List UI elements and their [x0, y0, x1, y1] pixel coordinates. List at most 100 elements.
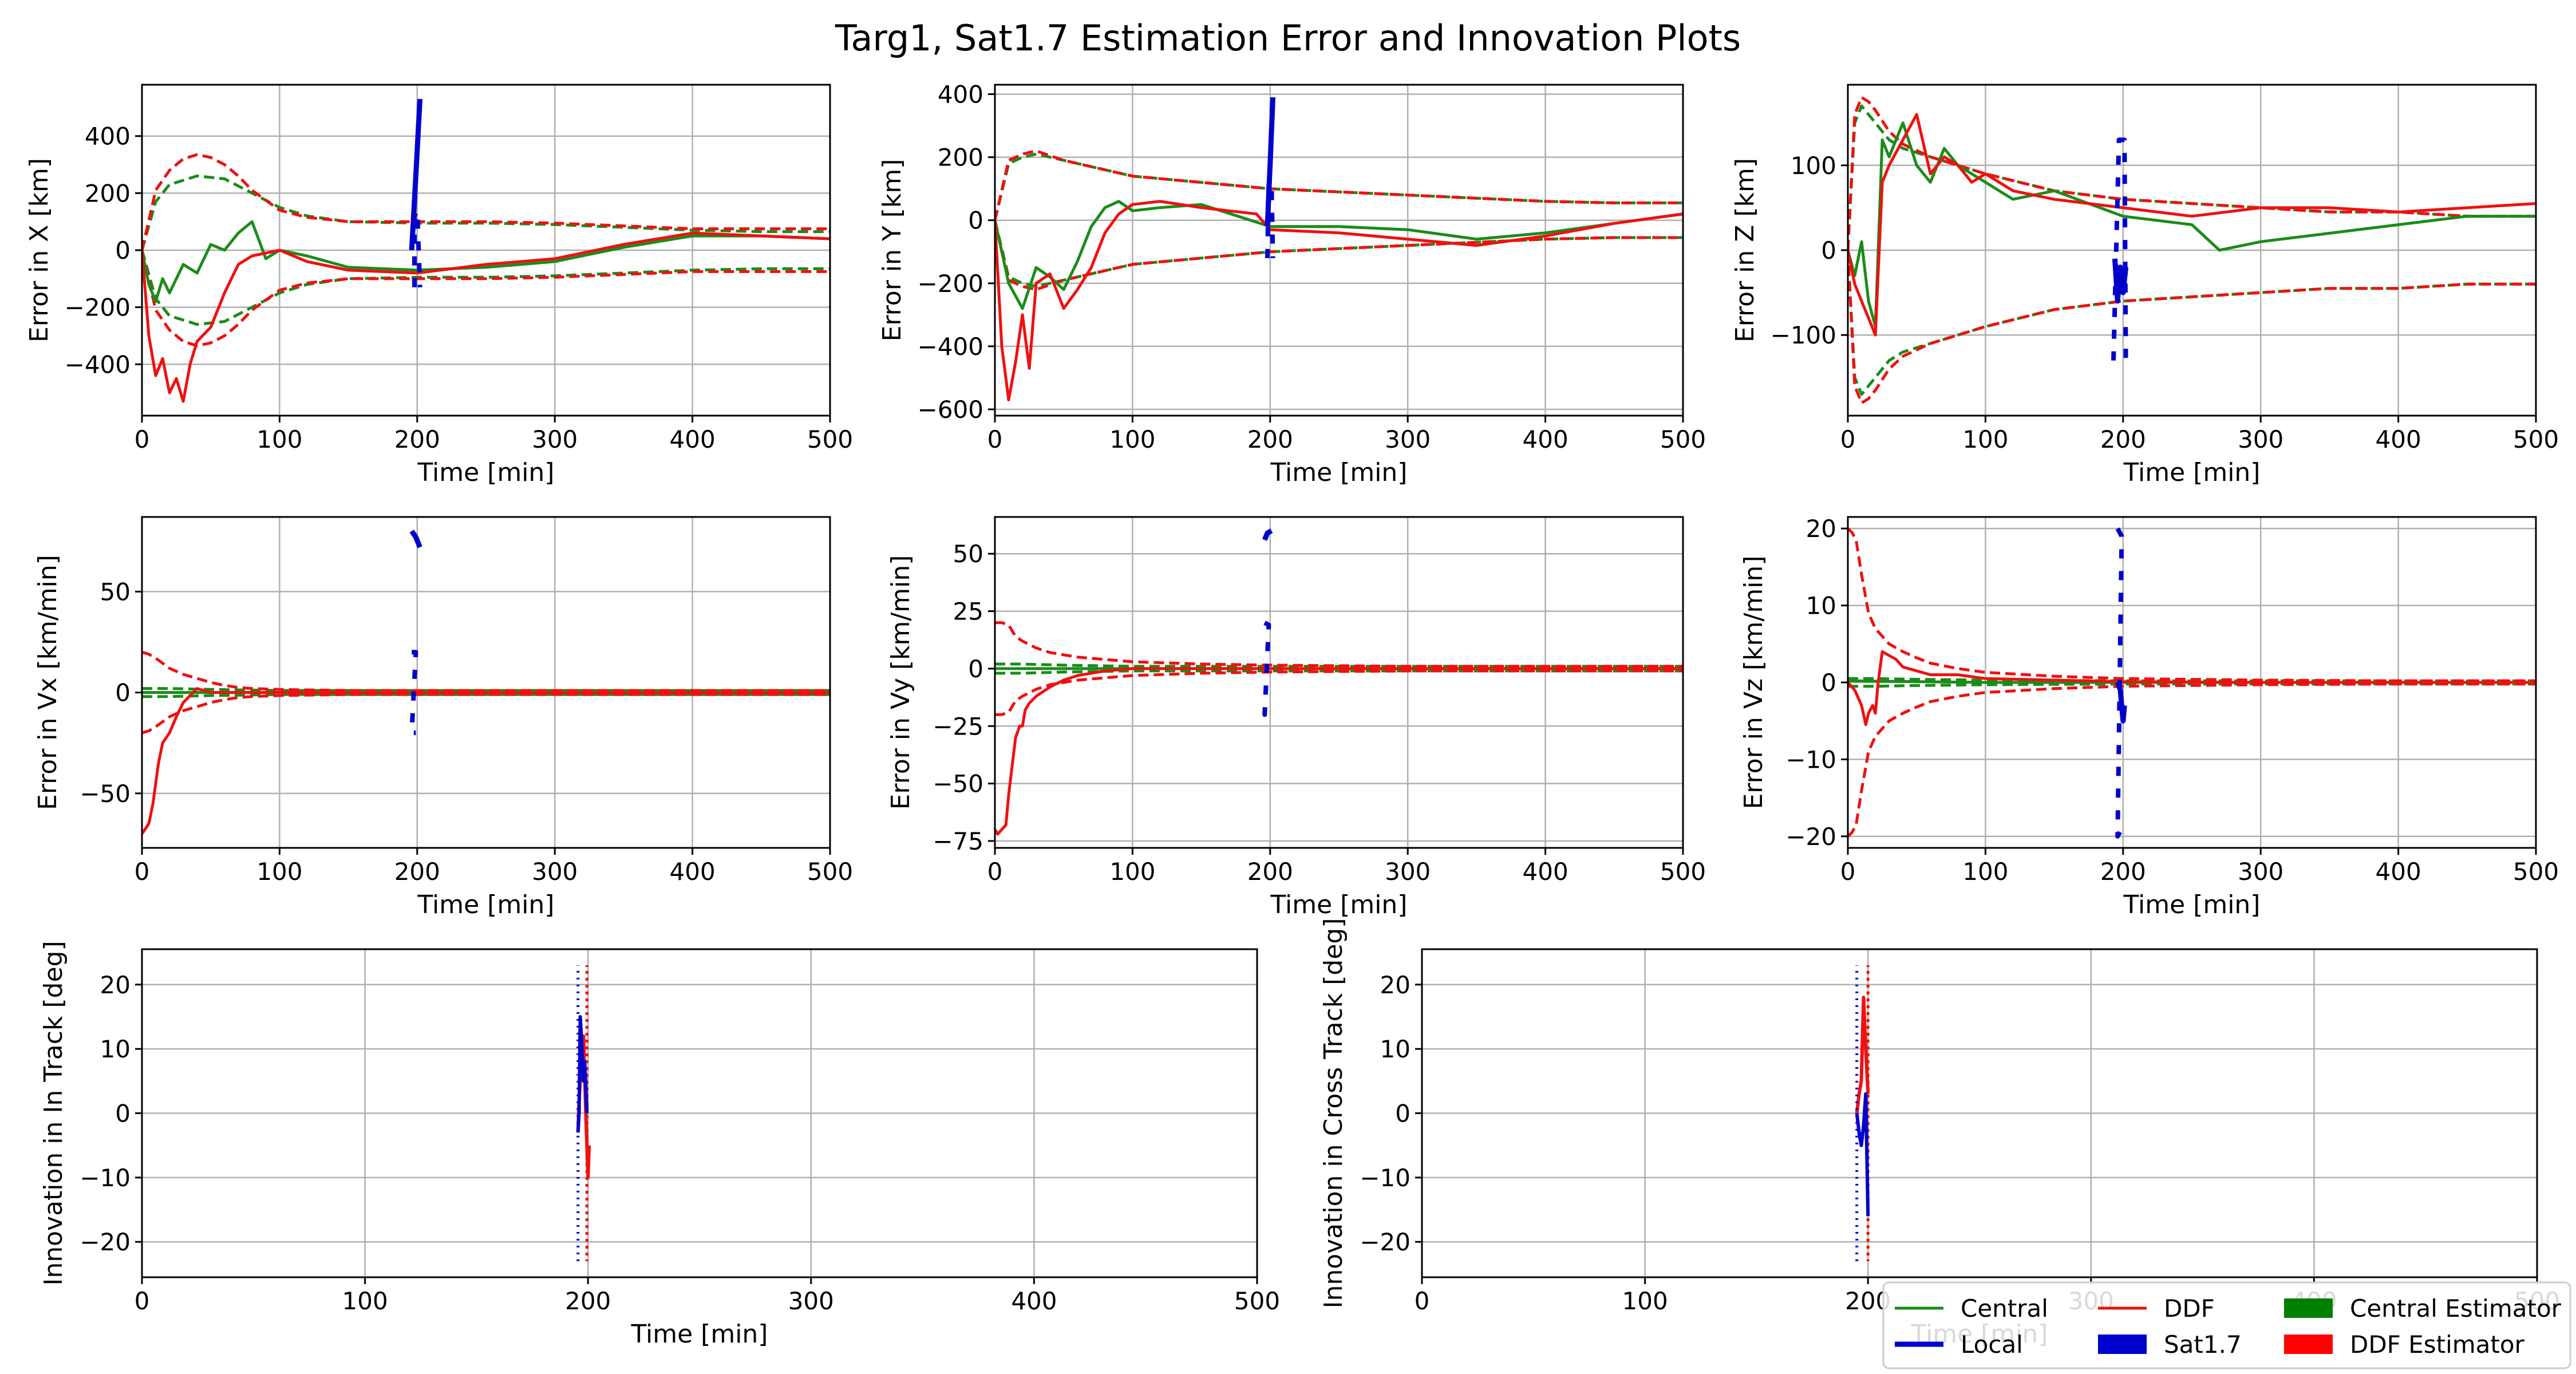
x-tick-label: 0 — [987, 425, 1003, 453]
x-tick-label: 500 — [807, 425, 853, 453]
series-local-line — [1265, 97, 1276, 227]
y-tick-label: 0 — [1821, 236, 1836, 264]
x-tick-label: 300 — [788, 1287, 834, 1315]
y-tick-label: −10 — [1360, 1164, 1411, 1192]
series-local-line — [409, 98, 423, 251]
x-tick-label: 400 — [2376, 425, 2421, 453]
y-tick-label: −20 — [1360, 1228, 1411, 1256]
x-tick-label: 0 — [135, 1287, 150, 1315]
x-tick-label: 500 — [1660, 425, 1706, 453]
series-central_bound-lower-line — [995, 669, 1683, 675]
x-tick-label: 400 — [1011, 1287, 1057, 1315]
series-ddf_bound-line — [995, 149, 1683, 221]
series-ddf-line — [1848, 113, 2536, 337]
series-central_bound-lower-line — [1848, 250, 2536, 396]
y-tick-label: 20 — [100, 971, 131, 999]
legend-box — [1882, 1281, 2571, 1369]
y-tick-label: 0 — [968, 207, 983, 235]
legend-swatch-sat1-7 — [2098, 1334, 2147, 1354]
x-tick-label: 100 — [1962, 425, 2008, 453]
series-group — [995, 528, 1683, 836]
subplot-in_track: 0 100 200 300 400 500 −20 −10 0 10 20 Time [min] Inn… — [39, 941, 1280, 1349]
y-tick-label: 50 — [953, 540, 983, 568]
x-tick-label: 200 — [2100, 858, 2146, 886]
x-axis-label: Time [min] — [417, 458, 555, 487]
x-axis-label: Time [min] — [2123, 890, 2261, 919]
y-tick-label: 0 — [1395, 1100, 1411, 1128]
y-tick-label: −20 — [1785, 823, 1836, 851]
series-central_bound-line — [995, 662, 1683, 668]
x-tick-label: 400 — [670, 858, 716, 886]
series-ddf_bound-lower-line — [1848, 682, 2536, 838]
series-group — [1855, 965, 1870, 1261]
y-tick-label: 0 — [115, 236, 131, 264]
x-tick-label: 100 — [1109, 858, 1155, 886]
y-tick-label: 20 — [1806, 515, 1836, 543]
series-ddf_bound-lower-line — [142, 693, 830, 735]
x-tick-label: 500 — [2513, 425, 2559, 453]
y-tick-label: 50 — [100, 578, 131, 606]
y-tick-label: 100 — [1791, 152, 1836, 180]
axes-frame — [994, 84, 1684, 417]
x-axis-label: Time [min] — [2123, 458, 2261, 487]
legend-swatch-central-estimator — [2284, 1298, 2333, 1318]
y-tick-label: 25 — [953, 598, 983, 626]
legend-label-ddf: DDF — [2164, 1294, 2215, 1322]
y-tick-label: −600 — [918, 396, 983, 424]
legend-label-local: Local — [1961, 1330, 2023, 1359]
subplot-y: 0 100 200 300 400 500 −600 −400 −200 0 200 400 Time … — [878, 81, 1706, 487]
series-central_bound-line — [1848, 104, 2536, 251]
y-tick-label: −200 — [65, 294, 131, 322]
series-local_bound-line — [2111, 137, 2128, 361]
series-ddf_bound-line — [142, 153, 830, 251]
x-tick-label: 300 — [2238, 425, 2283, 453]
y-axis-label: Error in Y [km] — [878, 159, 907, 342]
x-tick-label: 400 — [670, 425, 716, 453]
series-local_bound-line — [1262, 621, 1271, 717]
x-tick-label: 200 — [394, 858, 440, 886]
x-tick-label: 400 — [2376, 858, 2421, 886]
y-tick-label: 0 — [968, 655, 983, 683]
x-tick-label: 300 — [2238, 858, 2283, 886]
y-axis-label: Error in X [km] — [25, 158, 54, 342]
series-ddf_bound-lower-line — [995, 669, 1683, 716]
y-tick-label: −20 — [80, 1228, 131, 1256]
x-tick-label: 500 — [2513, 858, 2559, 886]
x-tick-label: 100 — [256, 425, 302, 453]
series-local_bound-line — [1265, 180, 1275, 258]
x-tick-label: 500 — [1234, 1287, 1280, 1315]
subplot-vy: 0 100 200 300 400 500 −75 −50 −25 0 25 50 Time [min]… — [886, 516, 1706, 919]
x-axis-label: Time [min] — [417, 890, 555, 919]
legend-swatch-ddf-estimator — [2284, 1334, 2333, 1354]
x-tick-label: 200 — [565, 1287, 611, 1315]
x-tick-label: 100 — [256, 858, 302, 886]
y-tick-label: −200 — [918, 270, 983, 298]
x-tick-label: 0 — [1415, 1287, 1430, 1315]
y-tick-label: −10 — [80, 1164, 131, 1192]
x-tick-label: 300 — [532, 425, 578, 453]
x-tick-label: 400 — [1523, 858, 1568, 886]
series-ddf_bound-line — [1848, 96, 2536, 251]
y-tick-label: −50 — [933, 770, 983, 798]
x-tick-label: 0 — [135, 858, 150, 886]
series-central_bound-lower-line — [1848, 682, 2536, 688]
figure-title: Targ1, Sat1.7 Estimation Error and Innov… — [835, 17, 1741, 59]
series-central-line — [995, 200, 1683, 310]
legend-label-central: Central — [1961, 1294, 2048, 1322]
y-tick-label: 10 — [1806, 592, 1836, 620]
y-tick-label: −10 — [1785, 745, 1836, 773]
x-tick-label: 500 — [807, 858, 853, 886]
series-ddf-line — [1855, 996, 1870, 1114]
series-group — [995, 97, 1683, 401]
x-tick-label: 100 — [1109, 425, 1155, 453]
legend: Central Local DDF Sat1.7 Central Estimator DD… — [1882, 1281, 2571, 1369]
series-ddf-line — [142, 687, 830, 835]
y-tick-label: 0 — [1821, 669, 1836, 697]
series-group — [1848, 96, 2536, 405]
series-group — [1848, 527, 2536, 839]
legend-label-central-estimator: Central Estimator — [2350, 1294, 2562, 1322]
y-tick-label: −100 — [1771, 321, 1836, 349]
series-local-line — [576, 1015, 589, 1133]
